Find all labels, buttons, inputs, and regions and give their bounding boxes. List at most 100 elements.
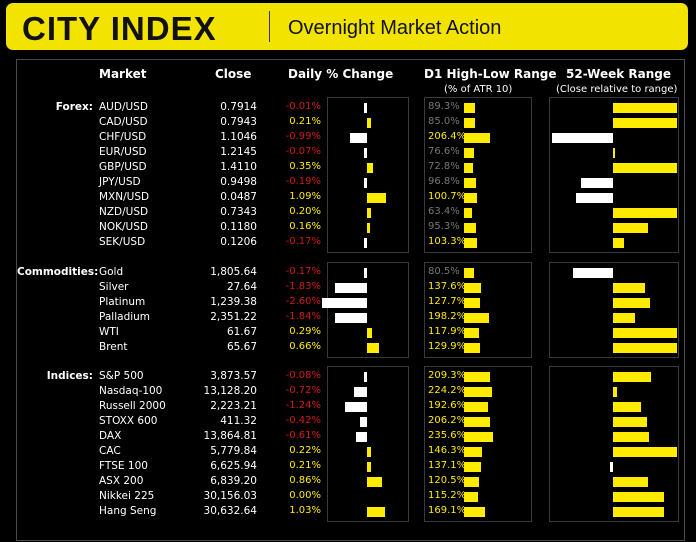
daily-change-bar [345,402,367,412]
atr-value: 96.8% [428,176,460,187]
market-name: AUD/USD [99,101,148,113]
daily-change-bar [363,178,367,188]
market-name: Hang Seng [99,505,157,517]
market-name: WTI [99,326,119,338]
daily-change-value: 0.00% [289,490,321,501]
week52-bar [575,193,613,203]
atr-bar [464,313,489,323]
col-header-close: Close [215,67,252,81]
daily-change-bar [367,208,371,218]
market-name: DAX [99,430,122,442]
week52-bar [613,492,665,502]
daily-change-value: -0.42% [285,415,321,426]
market-table: Market Close Daily % Change D1 High-Low … [16,59,685,541]
daily-change-value: 0.29% [289,326,321,337]
daily-change-bar [367,462,371,472]
week52-bar [613,372,652,382]
market-name: Brent [99,341,128,353]
week52-bar [613,298,651,308]
atr-value: 235.6% [428,430,467,441]
week52-bar [613,148,615,158]
market-name: Nikkei 225 [99,490,155,502]
week52-bar [613,313,635,323]
week52-bar [613,103,677,113]
range-box [424,262,532,358]
close-value: 0.1206 [220,236,257,248]
daily-change-value: -0.08% [285,370,321,381]
week52-bar [581,178,613,188]
market-name: STOXX 600 [99,415,158,427]
market-name: CAC [99,445,121,457]
daily-change-value: 0.86% [289,475,321,486]
close-value: 6,625.94 [210,460,257,472]
group-label: Indices: [46,370,93,382]
daily-change-bar [359,417,367,427]
market-name: S&P 500 [99,370,144,382]
atr-bar [464,133,490,143]
atr-value: 63.4% [428,206,460,217]
daily-change-value: 1.09% [289,191,321,202]
close-value: 0.9498 [220,176,257,188]
market-name: CAD/USD [99,116,148,128]
daily-change-bar [349,133,367,143]
daily-change-bar [334,283,367,293]
daily-change-value: -0.61% [285,430,321,441]
daily-change-value: 0.35% [289,161,321,172]
atr-bar [464,298,480,308]
daily-change-value: 0.21% [289,460,321,471]
group-label: Commodities: [17,266,99,278]
daily-change-bar [321,298,367,308]
close-value: 27.64 [226,281,257,293]
atr-value: 80.5% [428,266,460,277]
city-index-logo: CITY INDEX [22,10,217,47]
atr-bar [464,402,489,412]
week52-bar [613,118,677,128]
atr-bar [464,178,477,188]
atr-bar [464,417,490,427]
close-value: 0.7343 [220,206,257,218]
market-name: JPY/USD [99,176,141,188]
atr-bar [464,223,476,233]
col-header-52-week: 52-Week Range [566,67,671,81]
week52-bar [613,477,649,487]
daily-change-bar [364,372,367,382]
week52-bar [613,163,677,173]
daily-change-bar [356,432,367,442]
week52-box [549,366,679,522]
atr-value: 115.2% [428,490,467,501]
close-value: 5,779.84 [210,445,257,457]
close-value: 61.67 [226,326,257,338]
daily-change-value: -0.01% [285,101,321,112]
week52-bar [613,402,641,412]
daily-change-bar [364,238,367,248]
daily-change-value: 0.20% [289,206,321,217]
market-name: Palladium [99,311,151,323]
close-value: 65.67 [226,341,257,353]
week52-bar [551,133,613,143]
daily-change-value: 0.66% [289,341,321,352]
week52-box [549,97,679,253]
daily-change-bar [367,447,371,457]
daily-change-value: 1.03% [289,505,321,516]
market-name: GBP/USD [99,161,147,173]
atr-value: 100.7% [428,191,467,202]
atr-value: 76.6% [428,146,460,157]
atr-bar [464,328,479,338]
daily-change-bar [367,343,379,353]
daily-change-bar [364,103,367,113]
close-value: 0.7914 [220,101,257,113]
atr-bar [464,343,481,353]
atr-value: 72.8% [428,161,460,172]
week52-bar [613,283,645,293]
market-name: Gold [99,266,124,278]
atr-value: 117.9% [428,326,467,337]
daily-change-bar [367,118,371,128]
close-value: 411.32 [220,415,257,427]
atr-value: 209.3% [428,370,467,381]
atr-bar [464,492,479,502]
atr-value: 198.2% [428,311,467,322]
week52-bar [613,447,677,457]
daily-change-bar [367,328,373,338]
range-box [424,366,532,522]
week52-bar [613,432,649,442]
